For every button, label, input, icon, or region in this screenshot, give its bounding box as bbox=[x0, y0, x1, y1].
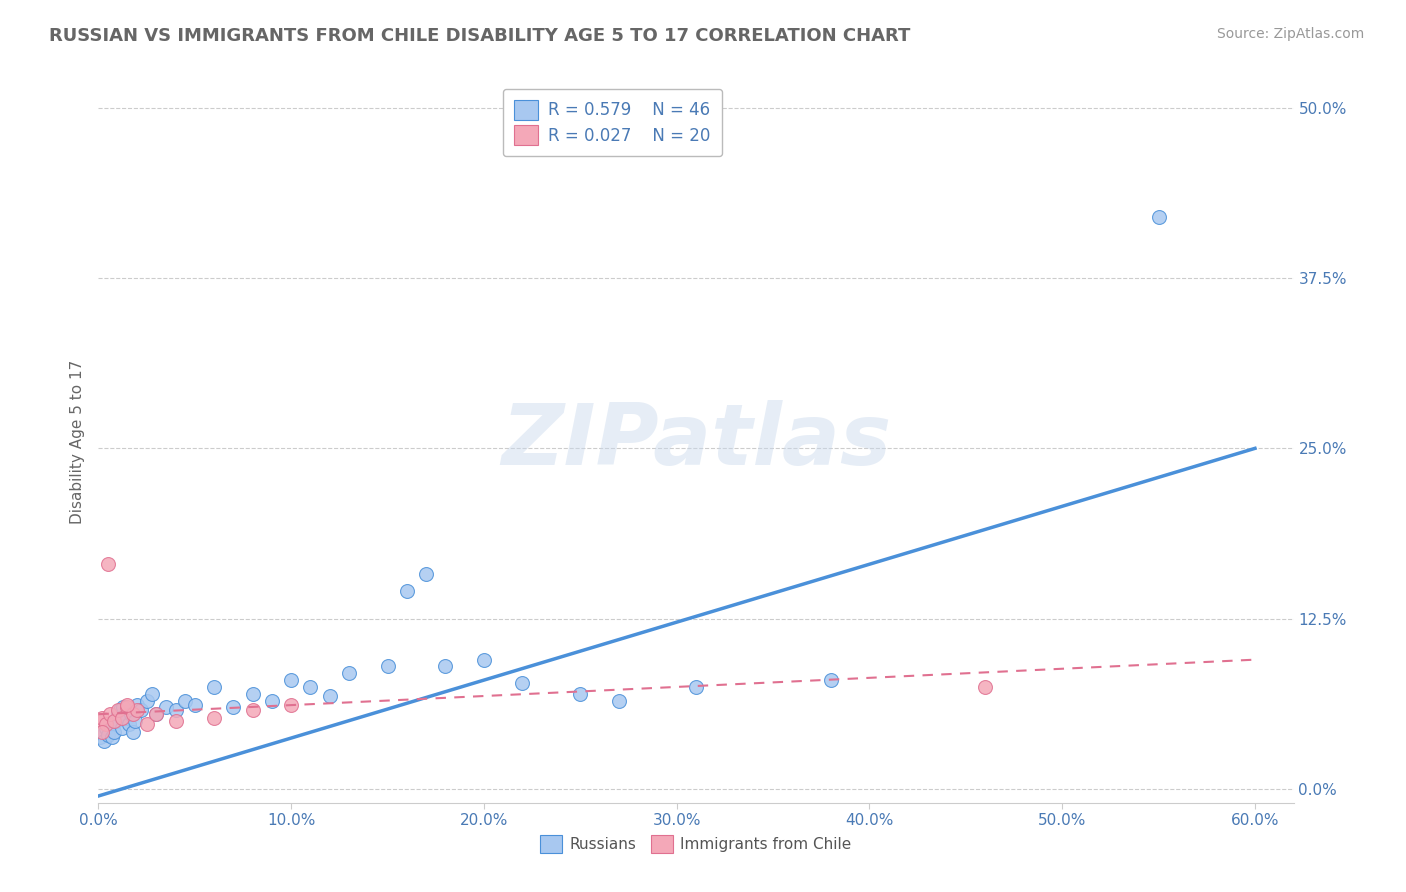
Point bbox=[319, 690, 342, 704]
Point bbox=[94, 716, 117, 731]
Point bbox=[112, 700, 135, 714]
Point bbox=[415, 566, 437, 581]
Point bbox=[472, 653, 495, 667]
Point bbox=[145, 707, 167, 722]
Point bbox=[135, 716, 157, 731]
Point bbox=[299, 680, 322, 694]
Point bbox=[103, 714, 125, 728]
Point bbox=[110, 711, 132, 725]
Point bbox=[145, 707, 167, 722]
Point bbox=[395, 584, 418, 599]
Point bbox=[260, 693, 283, 707]
Point bbox=[108, 703, 131, 717]
Point bbox=[1147, 210, 1170, 224]
Point bbox=[242, 687, 264, 701]
Point bbox=[174, 693, 197, 707]
Point bbox=[101, 731, 124, 745]
Point bbox=[129, 703, 152, 717]
Point bbox=[117, 698, 139, 712]
Point bbox=[107, 703, 129, 717]
Point bbox=[202, 711, 225, 725]
Y-axis label: Disability Age 5 to 17: Disability Age 5 to 17 bbox=[69, 359, 84, 524]
Point bbox=[91, 711, 114, 725]
Point bbox=[93, 734, 115, 748]
Point bbox=[122, 725, 145, 739]
Point bbox=[107, 707, 129, 722]
Point bbox=[280, 673, 302, 687]
Point bbox=[117, 700, 139, 714]
Point bbox=[607, 693, 630, 707]
Point bbox=[184, 698, 207, 712]
Point bbox=[280, 698, 302, 712]
Point bbox=[512, 676, 534, 690]
Text: ZIPatlas: ZIPatlas bbox=[501, 400, 891, 483]
Point bbox=[120, 707, 142, 722]
Point bbox=[89, 714, 111, 728]
Text: RUSSIAN VS IMMIGRANTS FROM CHILE DISABILITY AGE 5 TO 17 CORRELATION CHART: RUSSIAN VS IMMIGRANTS FROM CHILE DISABIL… bbox=[49, 27, 911, 45]
Point bbox=[98, 707, 121, 722]
Point bbox=[122, 707, 145, 722]
Point bbox=[165, 703, 187, 717]
Point bbox=[97, 558, 120, 572]
Point bbox=[98, 716, 121, 731]
Point bbox=[569, 687, 592, 701]
Point bbox=[337, 666, 360, 681]
Point bbox=[94, 721, 117, 735]
Point bbox=[820, 673, 842, 687]
Point bbox=[124, 714, 146, 728]
Point bbox=[165, 714, 187, 728]
Point bbox=[135, 693, 157, 707]
Legend: Russians, Immigrants from Chile: Russians, Immigrants from Chile bbox=[533, 827, 859, 860]
Point bbox=[222, 700, 245, 714]
Point bbox=[91, 725, 114, 739]
Point bbox=[155, 700, 177, 714]
Point bbox=[974, 680, 997, 694]
Point bbox=[434, 659, 457, 673]
Point bbox=[685, 680, 707, 694]
Point bbox=[118, 716, 141, 731]
Point bbox=[141, 687, 163, 701]
Point bbox=[97, 728, 120, 742]
Point bbox=[91, 725, 114, 739]
Point bbox=[89, 731, 111, 745]
Point bbox=[104, 714, 127, 728]
Point bbox=[103, 725, 125, 739]
Point bbox=[125, 698, 148, 712]
Point bbox=[377, 659, 399, 673]
Text: Source: ZipAtlas.com: Source: ZipAtlas.com bbox=[1216, 27, 1364, 41]
Point bbox=[242, 703, 264, 717]
Point bbox=[202, 680, 225, 694]
Point bbox=[117, 711, 139, 725]
Point bbox=[125, 703, 148, 717]
Point bbox=[110, 721, 132, 735]
